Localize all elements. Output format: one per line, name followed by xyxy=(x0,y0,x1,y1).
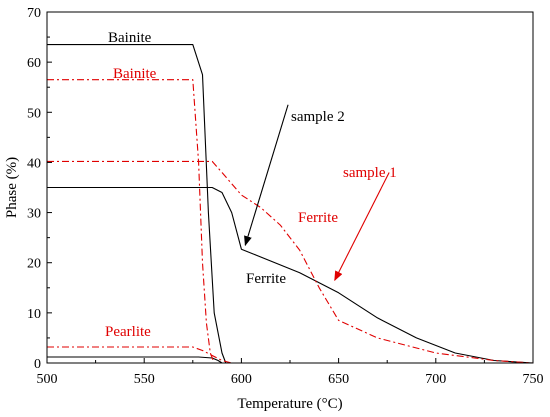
arrow-layer xyxy=(244,104,390,282)
annotation-label: Bainite xyxy=(113,66,157,82)
annotation-label: Ferrite xyxy=(246,271,286,287)
annotation-label: Bainite xyxy=(108,30,152,46)
series-line-sample2 xyxy=(47,44,533,364)
x-tick-label: 700 xyxy=(425,372,446,387)
annotation-arrow xyxy=(244,104,289,247)
y-tick-label: 50 xyxy=(27,106,41,121)
x-tick-label: 750 xyxy=(523,372,544,387)
x-tick-label: 550 xyxy=(134,372,155,387)
tick-layer: 500 550 600 650 700 750 0 10 20 30 40 50 60 70 xyxy=(27,6,544,387)
annotation-arrow xyxy=(334,172,390,282)
annotation-layer: Bainite Bainite sample 2 sample 1 Ferrite Fer… xyxy=(105,30,397,340)
series-layer xyxy=(47,44,534,364)
series-line-sample2 xyxy=(47,186,534,364)
annotation-label: Pearlite xyxy=(105,324,151,340)
y-tick-label: 60 xyxy=(27,56,41,71)
y-tick-label: 40 xyxy=(27,156,41,171)
y-tick-label: 30 xyxy=(27,207,41,222)
series-line-sample1 xyxy=(47,79,533,364)
annotation-label: Ferrite xyxy=(298,210,338,226)
x-tick-label: 600 xyxy=(231,372,252,387)
y-tick-label: 20 xyxy=(27,257,41,272)
y-tick-label: 10 xyxy=(27,307,41,322)
series-line-sample1 xyxy=(47,160,534,364)
y-tick-label: 70 xyxy=(27,6,41,21)
annotation-label: sample 2 xyxy=(291,109,345,125)
series-line-sample1 xyxy=(47,346,533,364)
x-axis-title: Temperature (°C) xyxy=(237,396,342,412)
y-axis-title: Phase (%) xyxy=(4,157,20,218)
x-tick-label: 500 xyxy=(37,372,58,387)
y-tick-label: 0 xyxy=(34,357,41,372)
annotation-label: sample 1 xyxy=(343,165,397,181)
x-tick-label: 650 xyxy=(328,372,349,387)
